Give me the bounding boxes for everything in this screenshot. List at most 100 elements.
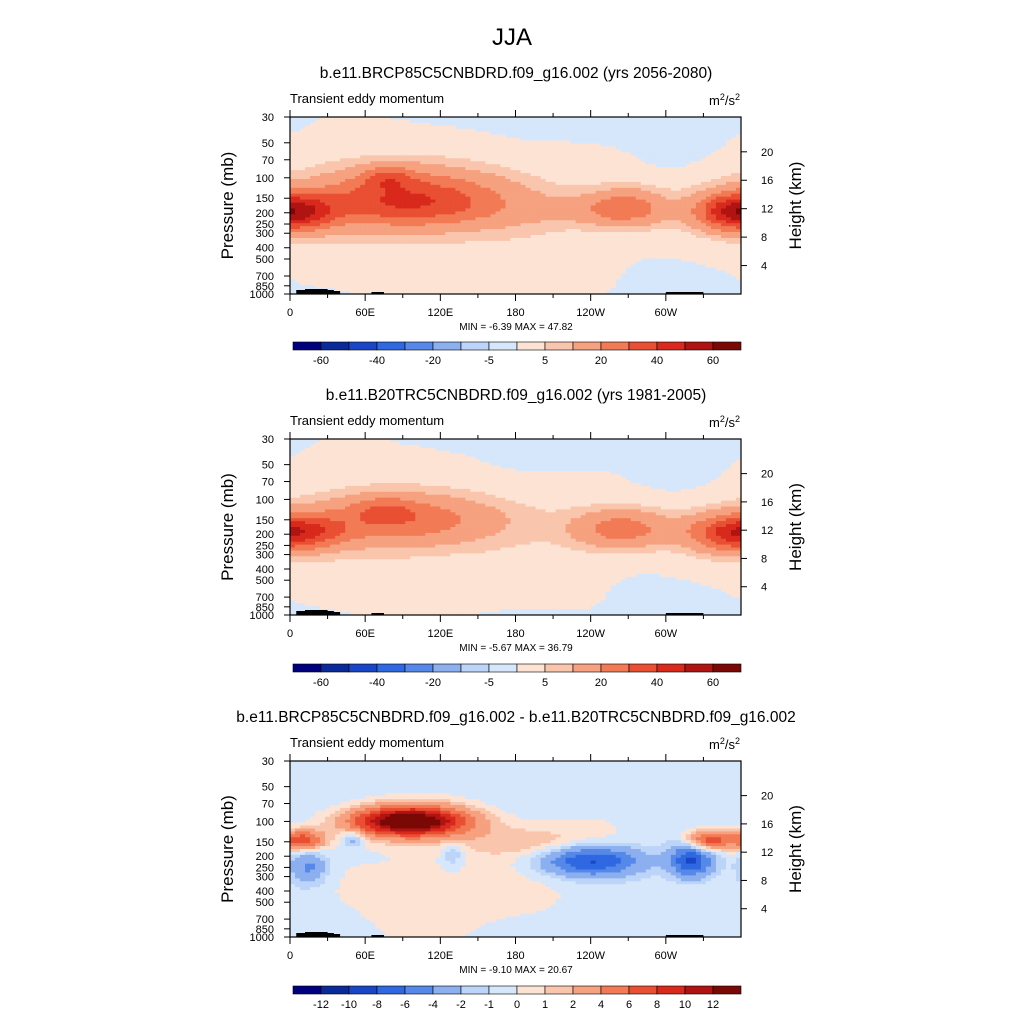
field-cell [470, 187, 476, 192]
field-cell [420, 261, 426, 265]
field-cell [435, 170, 441, 174]
field-cell [410, 205, 416, 209]
field-cell [730, 158, 737, 162]
field-cell [650, 205, 657, 209]
field-cell [610, 196, 617, 200]
field-cell [685, 261, 692, 265]
field-cell [660, 117, 667, 121]
field-cell [370, 125, 376, 130]
field-cell [355, 140, 361, 144]
field-cell [320, 246, 326, 251]
field-cell [445, 226, 451, 230]
field-cell [480, 125, 486, 130]
field-cell [580, 128, 587, 133]
field-cell [410, 149, 416, 153]
field-cell [380, 161, 386, 165]
field-cell [370, 214, 376, 218]
field-cell [410, 196, 416, 200]
field-cell [685, 137, 692, 141]
field-cell [415, 140, 421, 144]
field-cell [620, 181, 627, 186]
field-cell [450, 190, 456, 195]
field-cell [465, 199, 471, 203]
field-cell [680, 211, 687, 215]
field-cell [580, 173, 587, 177]
field-cell [315, 246, 321, 251]
field-cell [535, 267, 541, 271]
field-cell [480, 202, 486, 206]
field-cell [735, 125, 742, 130]
field-cell [695, 199, 702, 203]
field-cell [355, 276, 361, 280]
field-cell [495, 220, 501, 224]
field-cell [445, 173, 451, 177]
field-cell [440, 258, 446, 262]
field-cell [730, 176, 737, 180]
field-cell [615, 264, 622, 268]
field-cell [515, 276, 521, 280]
field-cell [395, 202, 401, 206]
field-cell [615, 252, 622, 257]
field-cell [395, 208, 401, 212]
field-cell [575, 232, 582, 236]
field-cell [690, 258, 697, 262]
field-cell [385, 229, 391, 233]
field-cell [360, 199, 366, 203]
field-cell [465, 193, 471, 198]
field-cell [415, 167, 421, 171]
field-cell [620, 243, 627, 248]
field-cell [300, 270, 306, 274]
field-cell [430, 255, 436, 259]
field-cell [420, 158, 426, 162]
field-cell [645, 131, 652, 136]
field-cell [520, 178, 526, 183]
field-cell [435, 267, 441, 271]
field-cell [305, 173, 311, 177]
field-cell [545, 125, 551, 130]
field-cell [535, 240, 541, 245]
field-cell [525, 199, 531, 203]
field-cell [350, 217, 356, 221]
field-cell [600, 119, 607, 124]
field-cell [555, 119, 561, 124]
field-cell [345, 167, 351, 171]
field-cell [350, 226, 356, 230]
field-cell [330, 246, 336, 251]
field-cell [425, 261, 431, 265]
field-cell [315, 128, 321, 133]
field-cell [720, 170, 727, 174]
field-cell [685, 122, 692, 127]
field-cell [620, 128, 627, 133]
field-cell [415, 279, 421, 283]
field-cell [705, 128, 712, 133]
field-cell [610, 208, 617, 212]
field-cell [480, 131, 486, 136]
field-cell [450, 249, 456, 254]
field-cell [505, 161, 511, 165]
field-cell [695, 255, 702, 259]
field-cell [655, 261, 662, 265]
field-cell [375, 155, 381, 159]
field-cell [510, 155, 516, 159]
field-cell [315, 122, 321, 127]
field-cell [590, 252, 597, 257]
field-cell [305, 161, 311, 165]
field-cell [605, 252, 612, 257]
field-cell [715, 229, 722, 233]
field-cell [720, 270, 727, 274]
field-cell [380, 211, 386, 215]
field-cell [600, 223, 607, 227]
field-cell [725, 190, 732, 195]
field-cell [440, 140, 446, 144]
field-cell [480, 232, 486, 236]
field-cell [640, 119, 647, 124]
field-cell [695, 152, 702, 156]
field-cell [450, 125, 456, 130]
field-cell [595, 152, 602, 156]
field-cell [510, 235, 516, 239]
field-cell [625, 167, 632, 171]
field-cell [515, 211, 521, 215]
field-cell [395, 190, 401, 195]
field-cell [440, 117, 446, 121]
field-cell [655, 270, 662, 274]
